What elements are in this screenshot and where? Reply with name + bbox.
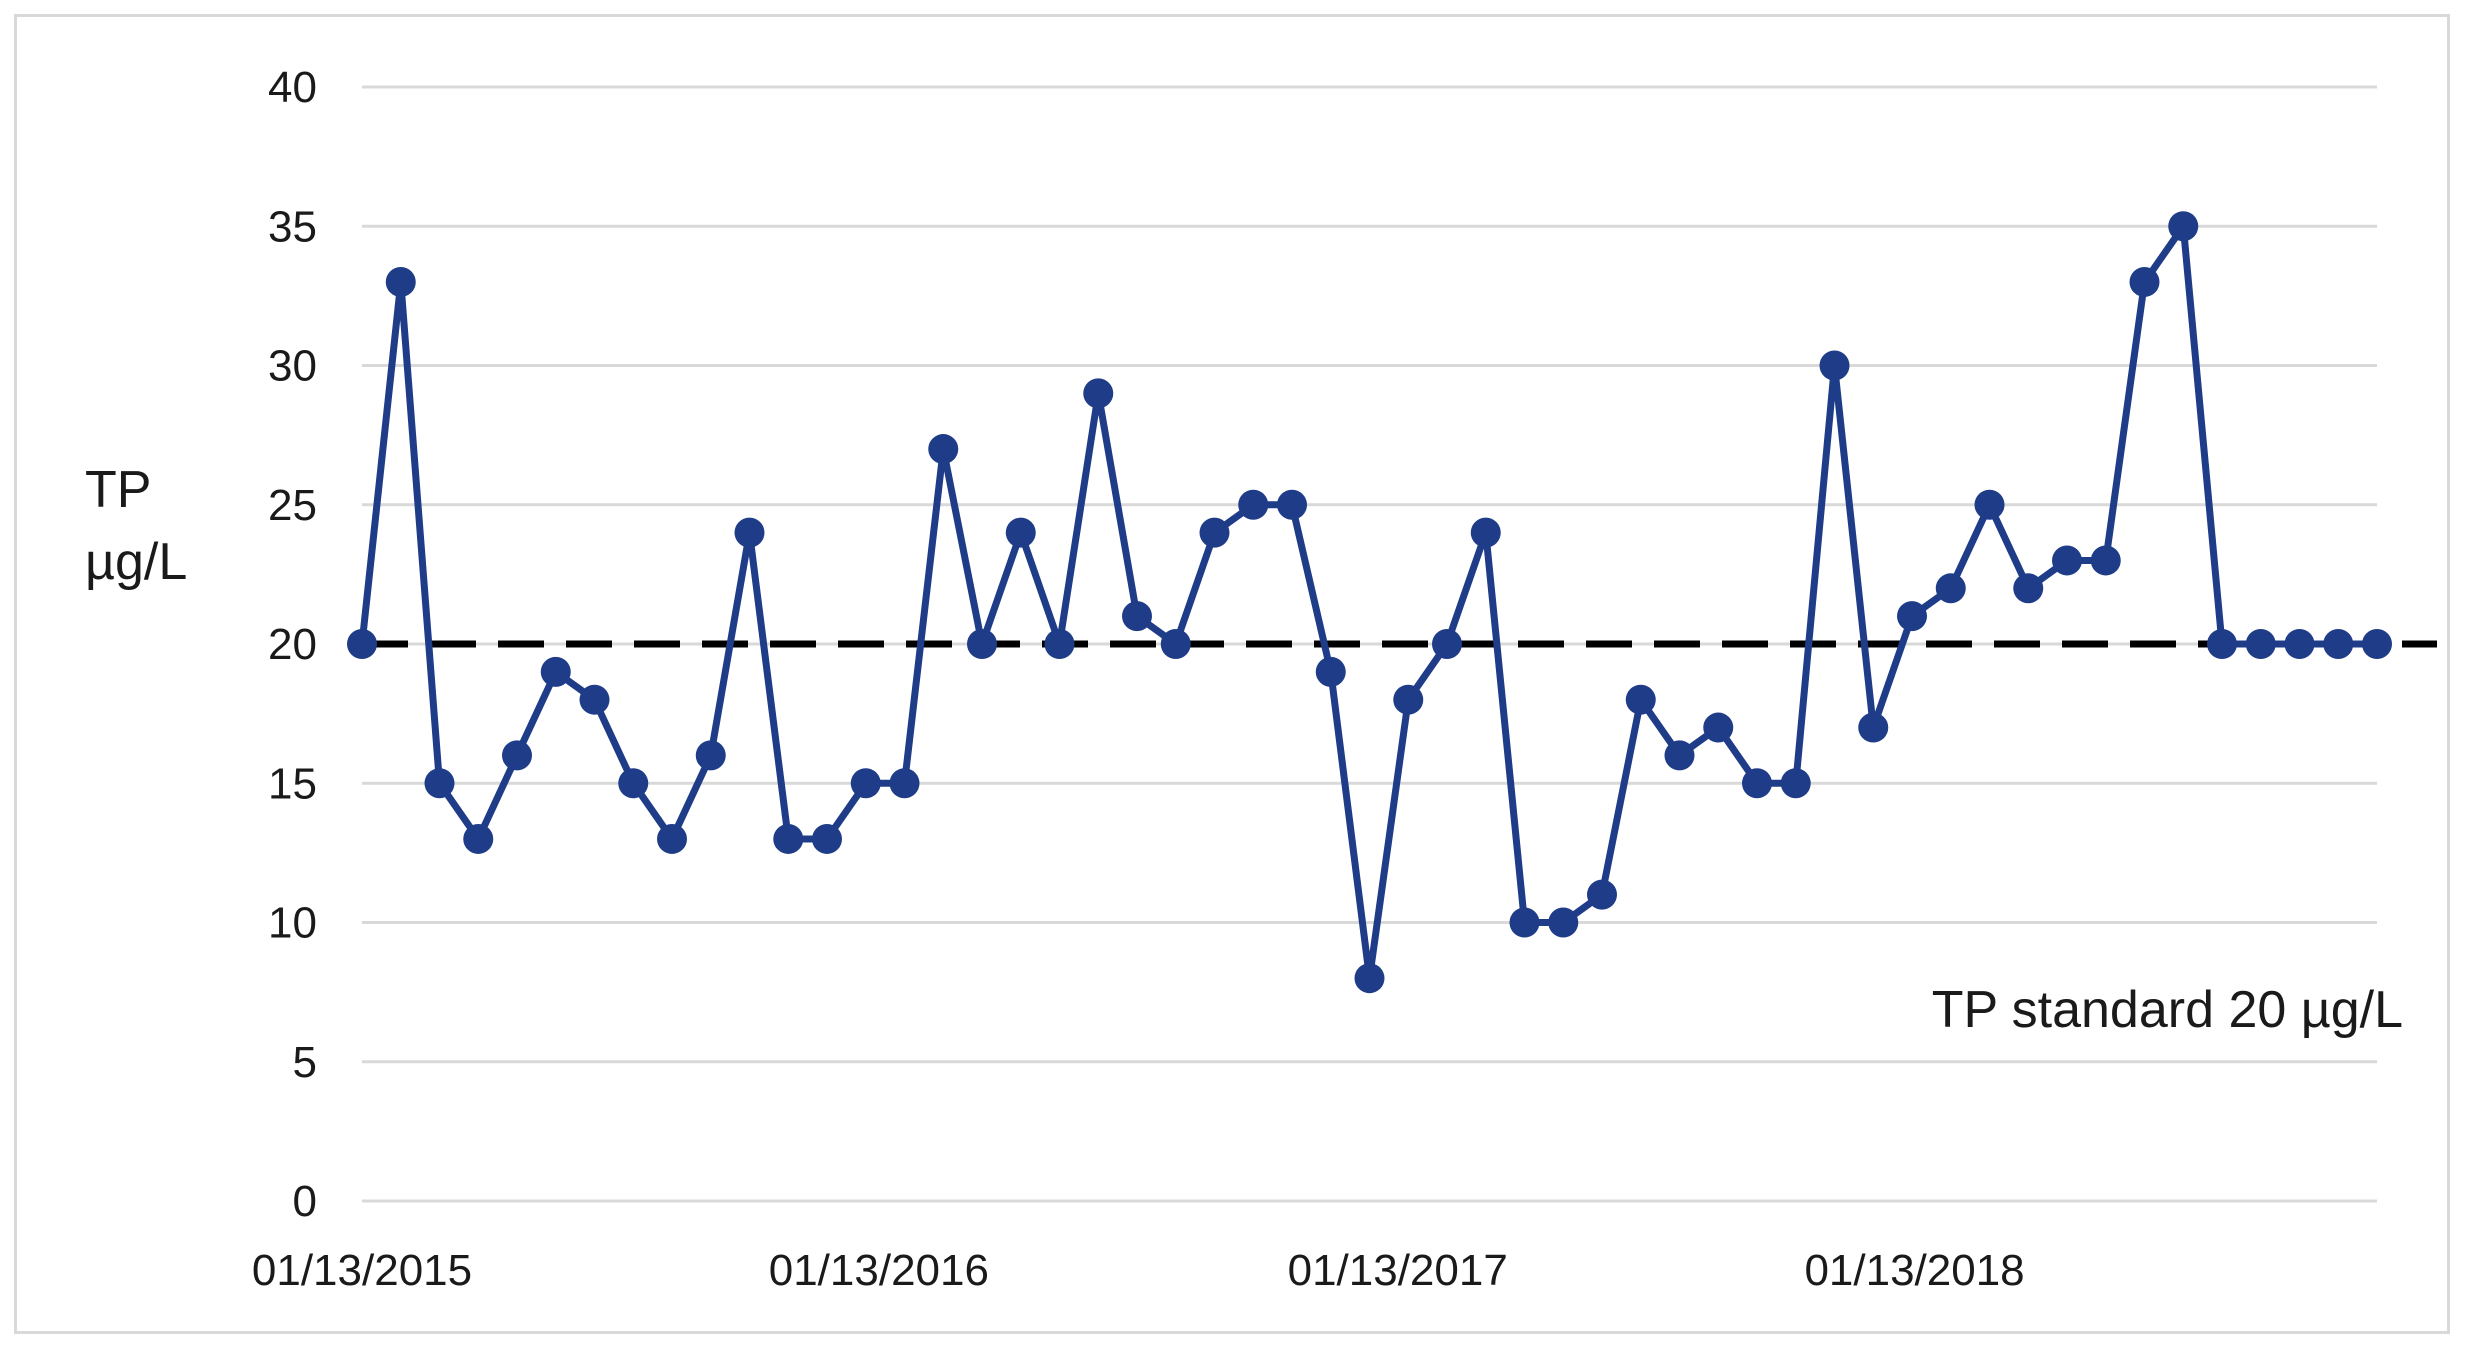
y-tick-label-40: 40 — [268, 63, 317, 112]
reference-line-label: TP standard 20 µg/L — [1932, 981, 2403, 1039]
data-point-8 — [657, 823, 687, 854]
data-point-2 — [424, 768, 455, 799]
y-tick-label-5: 5 — [293, 1038, 317, 1087]
data-point-42 — [1974, 489, 2005, 520]
data-point-49 — [2245, 629, 2276, 659]
data-point-18 — [1044, 629, 1075, 659]
data-point-0 — [347, 629, 377, 659]
y-tick-label-30: 30 — [268, 342, 317, 391]
data-point-19 — [1083, 378, 1114, 409]
data-point-35 — [1703, 712, 1734, 743]
data-point-16 — [967, 629, 997, 659]
data-point-29 — [1470, 517, 1501, 548]
data-point-21 — [1160, 629, 1191, 659]
data-point-6 — [579, 684, 610, 715]
y-tick-label-35: 35 — [268, 202, 317, 251]
data-point-22 — [1199, 517, 1230, 548]
data-point-13 — [850, 768, 881, 799]
data-point-24 — [1277, 489, 1307, 520]
x-tick-label-1: 01/13/2016 — [769, 1246, 989, 1295]
series-group — [347, 211, 2392, 994]
y-tick-label-0: 0 — [293, 1177, 317, 1226]
data-point-17 — [1005, 517, 1036, 548]
data-point-40 — [1897, 601, 1927, 632]
data-point-3 — [463, 823, 494, 854]
data-point-30 — [1509, 907, 1540, 938]
data-point-7 — [618, 768, 649, 799]
data-point-36 — [1742, 768, 1772, 799]
data-point-47 — [2168, 211, 2199, 242]
data-point-38 — [1819, 350, 1850, 381]
data-point-48 — [2207, 629, 2237, 659]
data-point-39 — [1858, 712, 1889, 743]
data-point-4 — [502, 740, 532, 771]
data-point-52 — [2362, 629, 2392, 659]
data-point-45 — [2090, 545, 2121, 576]
x-axis-ticks: 01/13/2015 01/13/2016 01/13/2017 01/13/2018 — [252, 1246, 2025, 1295]
data-point-43 — [2013, 573, 2044, 604]
data-point-5 — [540, 656, 571, 687]
data-point-26 — [1354, 963, 1385, 994]
data-point-11 — [773, 823, 804, 854]
data-point-20 — [1122, 601, 1152, 632]
data-point-23 — [1238, 489, 1269, 520]
y-tick-label-20: 20 — [268, 620, 317, 669]
data-point-9 — [695, 740, 726, 771]
y-tick-label-15: 15 — [268, 759, 317, 808]
chart-frame: 0 5 10 15 20 25 30 35 40 01/13/2015 01/13/2016 01/… — [14, 14, 2450, 1334]
data-point-15 — [928, 434, 959, 465]
data-point-33 — [1625, 684, 1656, 715]
y-axis-ticks: 0 5 10 15 20 25 30 35 40 — [268, 63, 317, 1226]
data-point-31 — [1548, 907, 1579, 938]
data-point-41 — [1935, 573, 1966, 604]
x-tick-label-0: 01/13/2015 — [252, 1246, 472, 1295]
data-point-51 — [2323, 629, 2354, 659]
x-tick-label-2: 01/13/2017 — [1288, 1246, 1508, 1295]
data-point-27 — [1393, 684, 1424, 715]
data-point-34 — [1664, 740, 1695, 771]
y-tick-label-10: 10 — [268, 899, 317, 948]
series-line — [358, 222, 2377, 982]
data-point-10 — [734, 517, 765, 548]
data-point-46 — [2129, 266, 2160, 297]
y-axis-title-line-1: TP — [85, 461, 151, 519]
data-point-44 — [2052, 545, 2082, 576]
x-tick-label-3: 01/13/2018 — [1804, 1246, 2024, 1295]
data-point-37 — [1780, 768, 1811, 799]
data-point-12 — [812, 823, 842, 854]
data-point-14 — [889, 768, 920, 799]
data-point-28 — [1432, 629, 1462, 659]
data-point-50 — [2284, 629, 2315, 659]
data-point-25 — [1315, 656, 1346, 687]
data-point-1 — [385, 266, 416, 297]
y-axis-title-line-2: µg/L — [85, 533, 187, 591]
data-point-32 — [1587, 879, 1617, 910]
y-tick-label-25: 25 — [268, 481, 317, 530]
